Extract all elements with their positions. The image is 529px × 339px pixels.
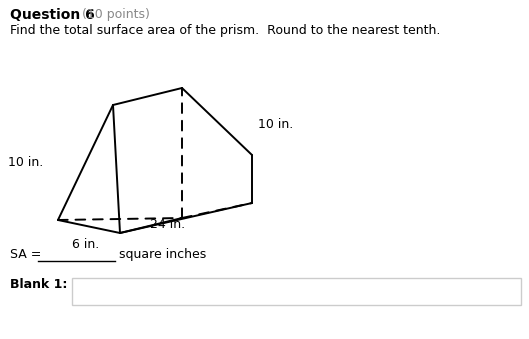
Bar (72, 278, 521, 305)
Text: 10 in.: 10 in. (8, 157, 43, 170)
Text: Question 6: Question 6 (10, 8, 95, 22)
Text: 24 in.: 24 in. (150, 218, 186, 231)
Text: SA =: SA = (10, 248, 45, 261)
Text: Find the total surface area of the prism.  Round to the nearest tenth.: Find the total surface area of the prism… (10, 24, 440, 37)
Text: 6 in.: 6 in. (72, 238, 99, 251)
Text: square inches: square inches (119, 248, 206, 261)
Text: (10 points): (10 points) (82, 8, 150, 21)
Text: Blank 1:: Blank 1: (10, 278, 67, 291)
Text: 10 in.: 10 in. (258, 119, 293, 132)
